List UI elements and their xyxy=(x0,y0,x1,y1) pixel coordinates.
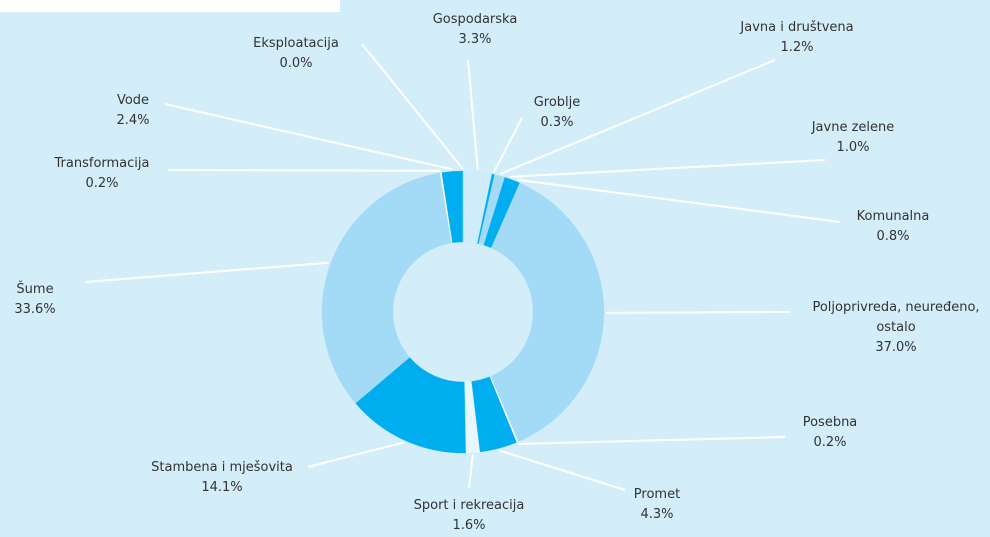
slice-value: 1.2% xyxy=(780,40,814,55)
slice-label: Gospodarska xyxy=(432,12,518,27)
slice-label: Vode xyxy=(116,93,150,108)
slice-value: 0.0% xyxy=(279,56,313,71)
slice-value: 14.1% xyxy=(201,480,243,495)
leader-line xyxy=(605,311,791,314)
leader-line xyxy=(307,441,405,468)
leader-line xyxy=(492,117,523,173)
leader-line xyxy=(468,454,474,489)
leader-line xyxy=(167,169,441,172)
slice-value: 1.0% xyxy=(836,140,870,155)
slice-value: 4.3% xyxy=(640,507,674,522)
slice-value: 33.6% xyxy=(14,302,56,317)
slice-label: Promet xyxy=(633,487,681,502)
leader-line xyxy=(84,261,329,283)
slice-value: 0.8% xyxy=(876,229,910,244)
leader-line xyxy=(518,436,786,445)
leader-line xyxy=(509,159,826,178)
slice-label: Javna i društvena xyxy=(740,20,854,35)
leader-line xyxy=(499,59,776,175)
slice-value: 2.4% xyxy=(116,113,150,128)
slice-value: 1.6% xyxy=(452,518,486,533)
slice-label: Stambena i mješovita xyxy=(151,460,293,475)
slice-value: 0.2% xyxy=(813,435,847,450)
header-box xyxy=(0,0,340,12)
donut-slice xyxy=(490,182,605,442)
leader-line xyxy=(467,59,479,170)
leader-line xyxy=(498,449,626,491)
leader-line xyxy=(164,103,453,171)
slice-label: Šume xyxy=(16,282,54,297)
donut-slice xyxy=(321,172,452,404)
slice-label: Transformacija xyxy=(54,156,150,171)
slice-label: Posebna xyxy=(802,415,858,430)
leader-line xyxy=(517,178,841,223)
leader-line xyxy=(361,43,464,170)
slice-label: Groblje xyxy=(533,95,581,110)
slice-label: Eksploatacija xyxy=(253,36,339,51)
slice-label: Javne zelene xyxy=(811,120,895,135)
slice-label: Sport i rekreacija xyxy=(413,498,525,513)
slice-value: 0.2% xyxy=(85,176,119,191)
slice-label: Komunalna xyxy=(856,209,930,224)
slice-value: 37.0% xyxy=(875,340,917,355)
slice-label: Poljoprivreda, neuređeno, ostalo xyxy=(812,300,980,335)
slice-value: 3.3% xyxy=(458,32,492,47)
slice-value: 0.3% xyxy=(540,115,574,130)
